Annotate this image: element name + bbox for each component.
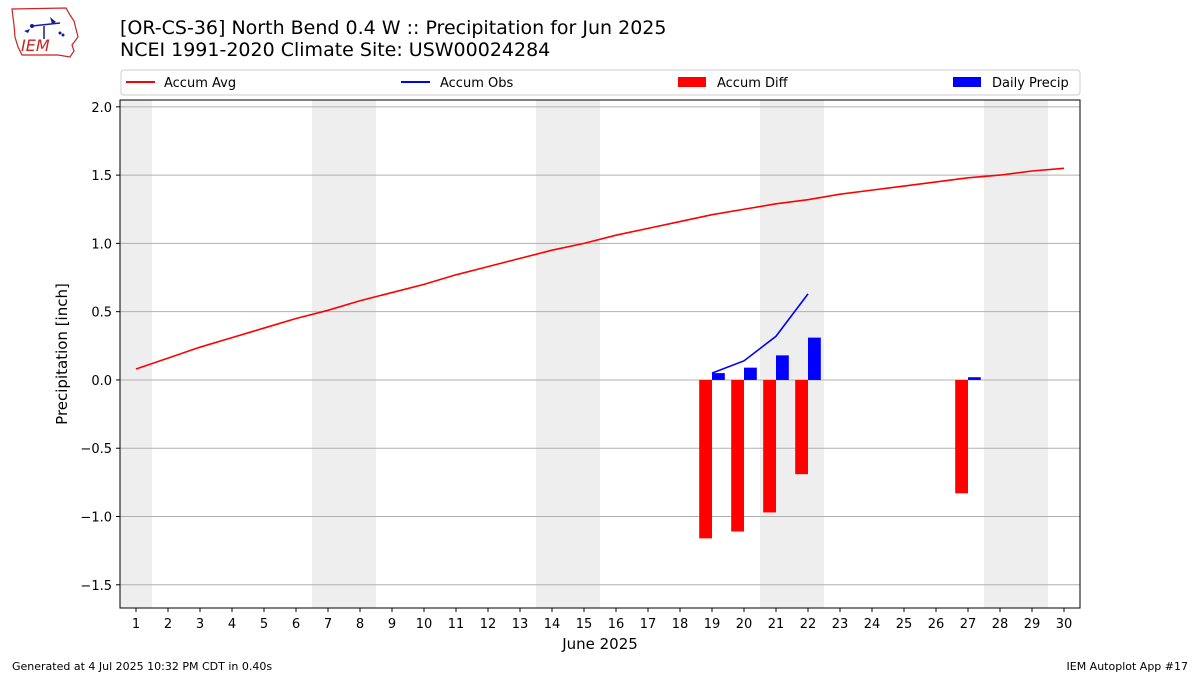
legend-swatch-bar — [678, 77, 706, 87]
iem-logo: IEM — [8, 5, 82, 63]
daily-precip-bar — [776, 355, 789, 380]
daily-precip-bar — [744, 367, 757, 380]
x-tick-label: 16 — [608, 617, 625, 632]
x-tick-label: 21 — [768, 617, 785, 632]
y-tick-label: 2.0 — [91, 101, 112, 116]
accum-diff-bar — [795, 379, 808, 475]
accum-diff-bar — [699, 379, 712, 539]
x-tick-label: 12 — [480, 617, 497, 632]
x-tick-label: 18 — [672, 617, 689, 632]
x-tick-label: 17 — [640, 617, 657, 632]
x-axis: 1 2 3 4 5 6 7 8 9 10 11 12 13 14 15 16 17 18 19 20 21 22 23 24 2… — [132, 608, 1072, 632]
accum-diff-bar — [763, 379, 776, 513]
legend-swatch-bar — [953, 77, 981, 87]
x-tick-label: 20 — [736, 617, 753, 632]
x-tick-label: 29 — [1024, 617, 1041, 632]
x-tick-label: 14 — [544, 617, 561, 632]
footer-app: IEM Autoplot App #17 — [1066, 660, 1189, 673]
x-tick-label: 30 — [1056, 617, 1073, 632]
x-tick-label: 2 — [164, 617, 172, 632]
y-tick-label: −0.5 — [80, 442, 112, 457]
accum-diff-bar — [955, 379, 968, 494]
x-tick-label: 11 — [448, 617, 465, 632]
legend-box — [120, 69, 1081, 96]
x-tick-label: 7 — [324, 617, 332, 632]
x-tick-label: 1 — [132, 617, 140, 632]
plot-frame — [119, 99, 1081, 609]
x-tick-label: 9 — [388, 617, 396, 632]
x-tick-label: 27 — [960, 617, 977, 632]
legend-label: Daily Precip — [992, 76, 1069, 91]
legend-label: Accum Obs — [440, 76, 513, 91]
x-tick-label: 8 — [356, 617, 364, 632]
weekend-band — [1016, 100, 1048, 608]
series-lines — [135, 167, 1065, 374]
accum-diff-bar — [731, 379, 744, 532]
logo-text: IEM — [21, 36, 50, 55]
x-tick-label: 10 — [416, 617, 433, 632]
x-tick-label: 15 — [576, 617, 593, 632]
x-tick-label: 26 — [928, 617, 945, 632]
legend: Accum Avg Accum Obs Accum Diff Daily Precip — [120, 69, 1081, 96]
bars — [699, 337, 981, 539]
chart-subtitle: NCEI 1991-2020 Climate Site: USW00024284 — [120, 39, 551, 61]
y-tick-label: −1.5 — [80, 579, 112, 594]
x-tick-label: 25 — [896, 617, 913, 632]
y-tick-label: 0.0 — [91, 374, 112, 389]
daily-precip-bar — [712, 373, 725, 380]
y-axis: −1.5 −1.0 −0.5 0.0 0.5 1.0 1.5 2.0 — [80, 101, 120, 594]
x-tick-label: 6 — [292, 617, 300, 632]
x-tick-label: 4 — [228, 617, 236, 632]
weekend-band — [120, 100, 152, 608]
grid-lines — [120, 106, 1080, 586]
weekend-band — [984, 100, 1016, 608]
y-axis-label: Precipitation [inch] — [53, 283, 71, 425]
accum-avg-line — [135, 167, 1065, 370]
x-tick-label: 19 — [704, 617, 721, 632]
y-tick-label: 1.0 — [91, 237, 112, 252]
footer-generated: Generated at 4 Jul 2025 10:32 PM CDT in … — [12, 660, 273, 673]
legend-label: Accum Diff — [717, 76, 789, 91]
weekend-band — [760, 100, 792, 608]
x-axis-label: June 2025 — [561, 635, 638, 653]
daily-precip-bar — [808, 337, 821, 380]
x-tick-label: 23 — [832, 617, 849, 632]
weekend-shading — [120, 100, 1048, 608]
weekend-band — [312, 100, 344, 608]
accum-obs-line — [711, 293, 809, 374]
y-tick-label: 0.5 — [91, 306, 112, 321]
chart-title: [OR-CS-36] North Bend 0.4 W :: Precipita… — [120, 17, 667, 39]
x-tick-label: 22 — [800, 617, 817, 632]
x-tick-label: 28 — [992, 617, 1009, 632]
x-tick-label: 13 — [512, 617, 529, 632]
daily-precip-bar — [968, 377, 981, 380]
x-tick-label: 3 — [196, 617, 204, 632]
y-tick-label: 1.5 — [91, 169, 112, 184]
legend-label: Accum Avg — [164, 76, 236, 91]
weekend-band — [536, 100, 568, 608]
weekend-band — [568, 100, 600, 608]
x-tick-label: 5 — [260, 617, 268, 632]
weekend-band — [344, 100, 376, 608]
y-tick-label: −1.0 — [80, 511, 112, 526]
x-tick-label: 24 — [864, 617, 881, 632]
